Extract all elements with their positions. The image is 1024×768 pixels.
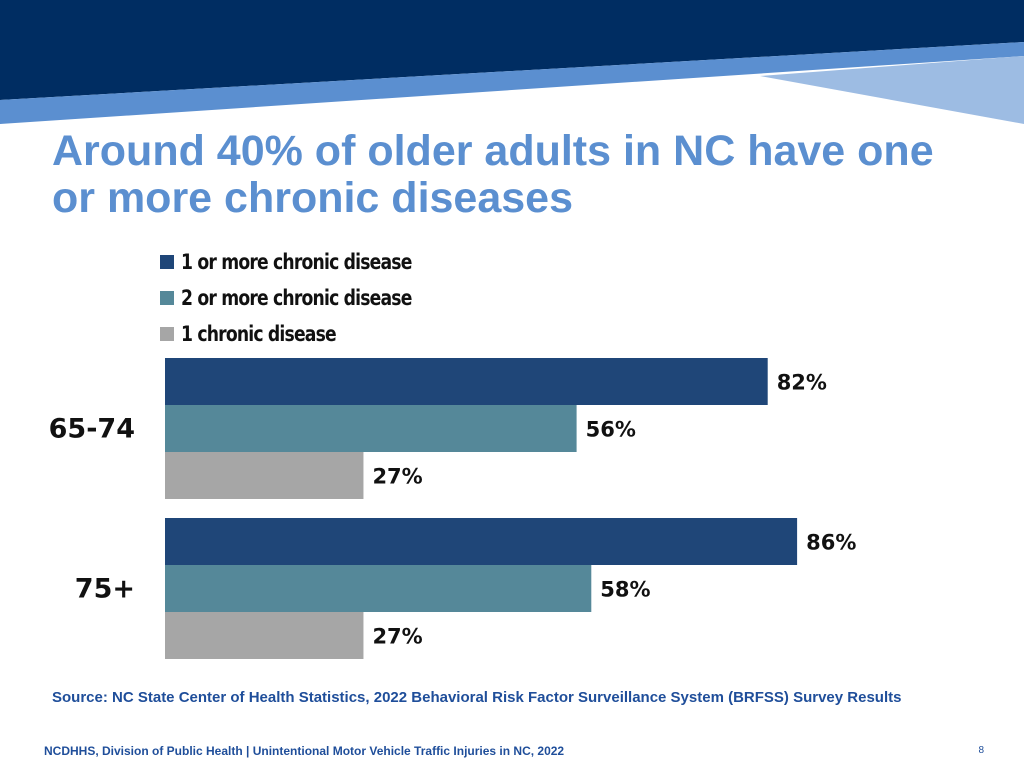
bar-1-3 [165,452,364,499]
bar-1-1 [165,358,768,405]
legend-label-2: 2 or more chronic disease [181,286,412,310]
header-band [0,0,1024,124]
bar-1-2 [165,405,577,452]
slide-title: Around 40% of older adults in NC have on… [52,127,934,222]
legend-item-1: 1 or more chronic disease [160,244,462,280]
source-note: Source: NC State Center of Health Statis… [52,689,902,706]
legend-label-1: 1 or more chronic disease [181,250,412,274]
data-label-2-1: 86% [806,531,856,555]
category-label-2: 75+ [75,574,135,605]
data-label-1-2: 56% [586,418,636,442]
legend-swatch-1 [160,255,174,269]
chart-legend: 1 or more chronic disease 2 or more chro… [160,244,462,352]
header-mid-band [0,42,1024,124]
header-dark-band [0,0,1024,100]
data-label-2-3: 27% [372,625,422,649]
data-label-1-3: 27% [372,465,422,489]
data-label-1-1: 82% [777,371,827,395]
category-label-1: 65-74 [49,414,135,445]
legend-item-2: 2 or more chronic disease [160,280,462,316]
legend-swatch-2 [160,291,174,305]
bar-2-3 [165,612,364,659]
page-number: 8 [978,745,984,756]
legend-swatch-3 [160,327,174,341]
bar-2-2 [165,565,592,612]
legend-item-3: 1 chronic disease [160,316,462,352]
footer-text: NCDHHS, Division of Public Health | Unin… [44,744,565,758]
bar-2-1 [165,518,798,565]
legend-label-3: 1 chronic disease [181,322,337,346]
bar-chart: 65-74 82% 56% 27% 75+ 86% 58% 27% [49,358,856,659]
data-label-2-2: 58% [600,578,650,602]
header-light-band [760,56,1024,124]
